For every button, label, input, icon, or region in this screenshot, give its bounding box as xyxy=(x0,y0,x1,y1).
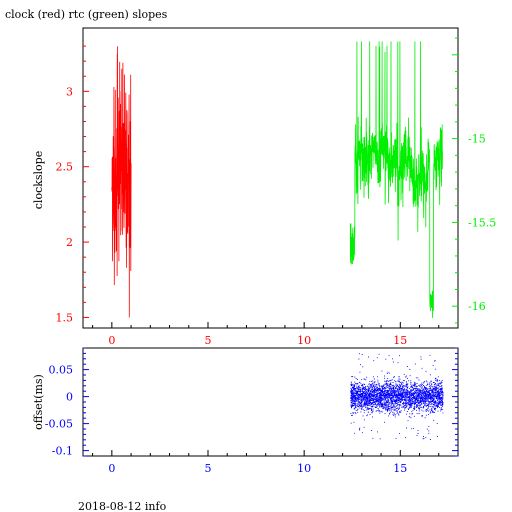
top-right-tick-label: -15.5 xyxy=(468,216,496,229)
top-x-tick-label: 10 xyxy=(297,334,311,347)
top-plot-frame xyxy=(82,27,459,329)
bottom-y-tick-label: -0.1 xyxy=(52,445,73,458)
bottom-y-tick-label: 0 xyxy=(66,391,73,404)
bottom-x-tick-label: 0 xyxy=(108,462,115,475)
bottom-plot-frame xyxy=(82,347,459,457)
top-x-tick-label: 0 xyxy=(108,334,115,347)
rtc-line xyxy=(349,41,443,319)
bottom-y-axis: -0.1 -0.05 0 0.05 xyxy=(45,347,458,458)
top-x-tick-label: 5 xyxy=(205,334,212,347)
series-offset xyxy=(350,353,444,440)
top-right-tick-label: -16 xyxy=(468,300,486,313)
bottom-y-tick-label: -0.05 xyxy=(45,418,73,431)
top-left-axis: 1.5 2 2.5 3 xyxy=(56,45,89,324)
offset-points xyxy=(350,353,444,440)
top-left-tick-label: 3 xyxy=(66,85,73,98)
bottom-x-axis: 0 5 10 15 xyxy=(92,450,459,475)
bottom-x-tick-label: 5 xyxy=(205,462,212,475)
top-x-tick-label: 15 xyxy=(393,334,407,347)
footer-info: 2018-08-12 info xyxy=(78,500,167,512)
series-rtc xyxy=(349,41,443,319)
bottom-y-axis-label: offset(ms) xyxy=(32,374,45,430)
bottom-y-tick-label: 0.05 xyxy=(49,364,74,377)
clock-line xyxy=(111,46,132,318)
top-right-tick-label: -15 xyxy=(468,133,486,146)
top-x-axis: 0 5 10 15 xyxy=(92,322,459,347)
bottom-x-tick-label: 15 xyxy=(393,462,407,475)
top-left-tick-label: 1.5 xyxy=(56,311,74,324)
bottom-x-tick-label: 10 xyxy=(297,462,311,475)
top-left-tick-label: 2 xyxy=(66,236,73,249)
top-left-tick-label: 2.5 xyxy=(56,161,74,174)
top-right-axis: -16 -15.5 -15 xyxy=(452,37,496,324)
chart-title: clock (red) rtc (green) slopes xyxy=(5,8,168,21)
top-y-axis-label: clockslope xyxy=(32,151,45,209)
series-clock xyxy=(111,46,132,318)
